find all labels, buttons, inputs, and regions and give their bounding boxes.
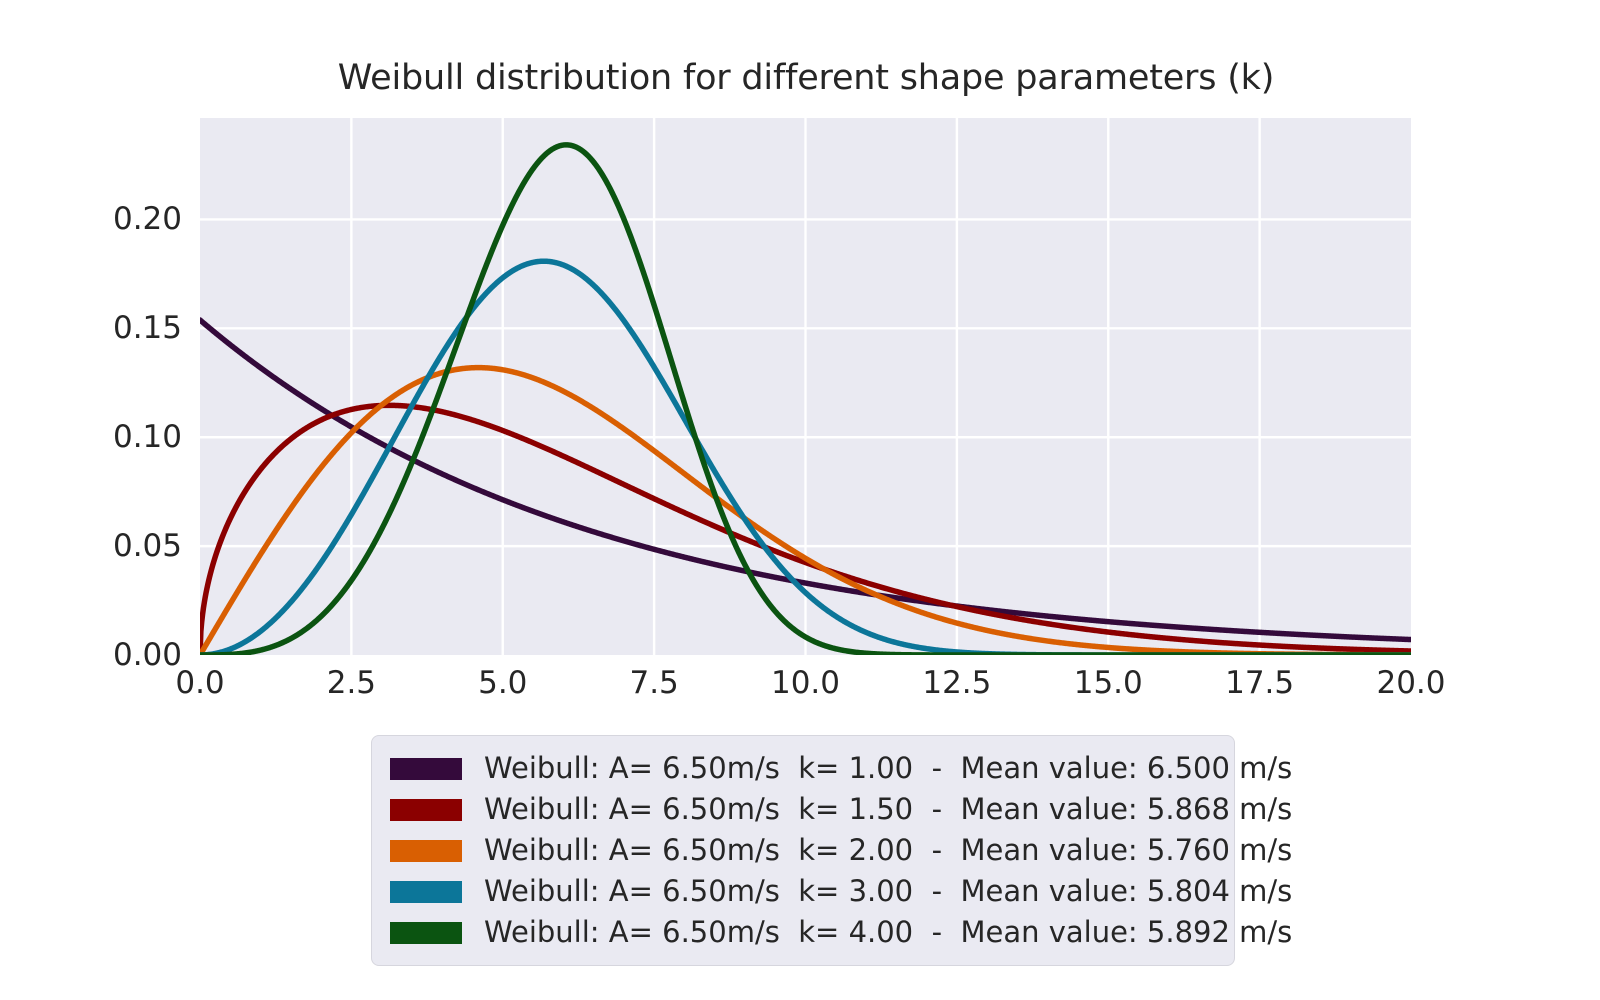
x-tick-label: 7.5	[629, 665, 679, 701]
legend-color-swatch	[390, 880, 462, 903]
legend-item-label: Weibull: A= 6.50m/s k= 2.00 - Mean value…	[484, 833, 1293, 867]
y-tick-label: 0.15	[112, 310, 182, 347]
plot-area	[200, 118, 1411, 655]
legend-item[interactable]: Weibull: A= 6.50m/s k= 4.00 - Mean value…	[390, 912, 1292, 953]
x-tick-label: 2.5	[326, 665, 377, 701]
x-tick-label: 12.5	[922, 665, 992, 701]
x-tick-label: 10.0	[770, 665, 841, 701]
curve-series-4	[200, 258, 1411, 655]
legend-color-swatch	[390, 798, 462, 821]
x-tick-label: 17.5	[1225, 665, 1295, 701]
legend-item[interactable]: Weibull: A= 6.50m/s k= 2.00 - Mean value…	[390, 830, 1292, 871]
legend-item-label: Weibull: A= 6.50m/s k= 1.50 - Mean value…	[484, 792, 1293, 826]
curve-series-1	[200, 317, 1411, 643]
x-tick-label: 5.0	[478, 665, 528, 701]
x-tick-label: 0.0	[175, 665, 225, 701]
gridlines	[200, 118, 1411, 655]
curve-series-5	[200, 142, 1411, 655]
y-tick-label: 0.20	[112, 201, 182, 238]
y-tick-label: 0.05	[112, 528, 182, 565]
legend-color-swatch	[390, 757, 462, 780]
y-tick-label: 0.10	[112, 419, 182, 456]
legend-item[interactable]: Weibull: A= 6.50m/s k= 1.50 - Mean value…	[390, 789, 1292, 830]
chart-legend[interactable]: Weibull: A= 6.50m/s k= 1.00 - Mean value…	[371, 735, 1292, 966]
x-tick-label: 15.0	[1073, 665, 1143, 701]
legend-item[interactable]: Weibull: A= 6.50m/s k= 3.00 - Mean value…	[390, 871, 1292, 912]
legend-color-swatch	[390, 921, 462, 944]
x-axis-tick-labels: 0.0 2.5 5.0 7.5 10.0 12.5 15.0 17.5 20.0	[175, 665, 1445, 709]
legend-color-swatch	[390, 839, 462, 862]
legend-item-label: Weibull: A= 6.50m/s k= 3.00 - Mean value…	[484, 874, 1293, 908]
legend-item-label: Weibull: A= 6.50m/s k= 1.00 - Mean value…	[484, 751, 1293, 785]
data-curves	[200, 142, 1411, 655]
x-tick-label: 20.0	[1376, 665, 1446, 701]
curve-series-2	[200, 402, 1411, 655]
y-tick-label: 0.00	[112, 637, 182, 673]
page-title: Weibull distribution for different shape…	[337, 58, 1275, 98]
legend-item[interactable]: Weibull: A= 6.50m/s k= 1.00 - Mean value…	[390, 748, 1292, 789]
y-axis-tick-labels: 0.00 0.05 0.10 0.15 0.20	[0, 118, 182, 673]
legend-item-label: Weibull: A= 6.50m/s k= 4.00 - Mean value…	[484, 915, 1293, 949]
plot-svg	[200, 118, 1411, 655]
